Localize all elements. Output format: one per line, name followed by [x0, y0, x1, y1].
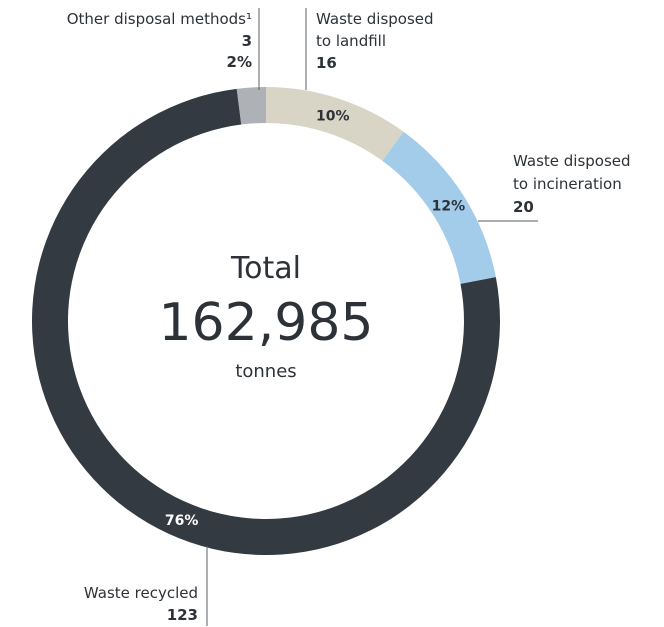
center-total-unit: tonnes [235, 361, 296, 382]
slice-percent-recycled: 76% [165, 513, 199, 529]
slice-label-other-name: Other disposal methods¹ [67, 10, 252, 28]
slice-label-other-percent: 2% [227, 53, 252, 71]
center-total-label: Total [230, 251, 301, 286]
donut-slices [32, 87, 500, 556]
slice-label-landfill-name-1: Waste disposed [316, 10, 434, 28]
slice-label-other-value: 3 [242, 32, 252, 50]
slice-label-landfill-value: 16 [316, 54, 337, 72]
slice-incineration [382, 131, 496, 284]
slice-label-incineration-value: 20 [513, 198, 534, 216]
slice-label-landfill: Waste disposed to landfill 16 [316, 10, 434, 72]
slice-percent-incineration: 12% [432, 198, 466, 214]
slice-percent-landfill: 10% [316, 109, 350, 125]
slice-label-other: Other disposal methods¹ 3 2% [67, 10, 252, 71]
slice-other [236, 87, 266, 125]
slice-label-recycled-value: 123 [167, 606, 198, 624]
slice-label-landfill-name-2: to landfill [316, 32, 386, 50]
slice-label-incineration-name-1: Waste disposed [513, 152, 631, 170]
slice-label-recycled: Waste recycled 123 [84, 584, 198, 624]
slice-label-recycled-name: Waste recycled [84, 584, 198, 602]
slice-landfill [266, 87, 404, 161]
slice-label-incineration: Waste disposed to incineration 20 [513, 152, 631, 216]
center-total-value: 162,985 [158, 293, 373, 353]
slice-label-incineration-name-2: to incineration [513, 175, 622, 193]
slice-percent-labels: 10% 12% 76% [165, 109, 465, 529]
leader-lines [206, 8, 538, 626]
